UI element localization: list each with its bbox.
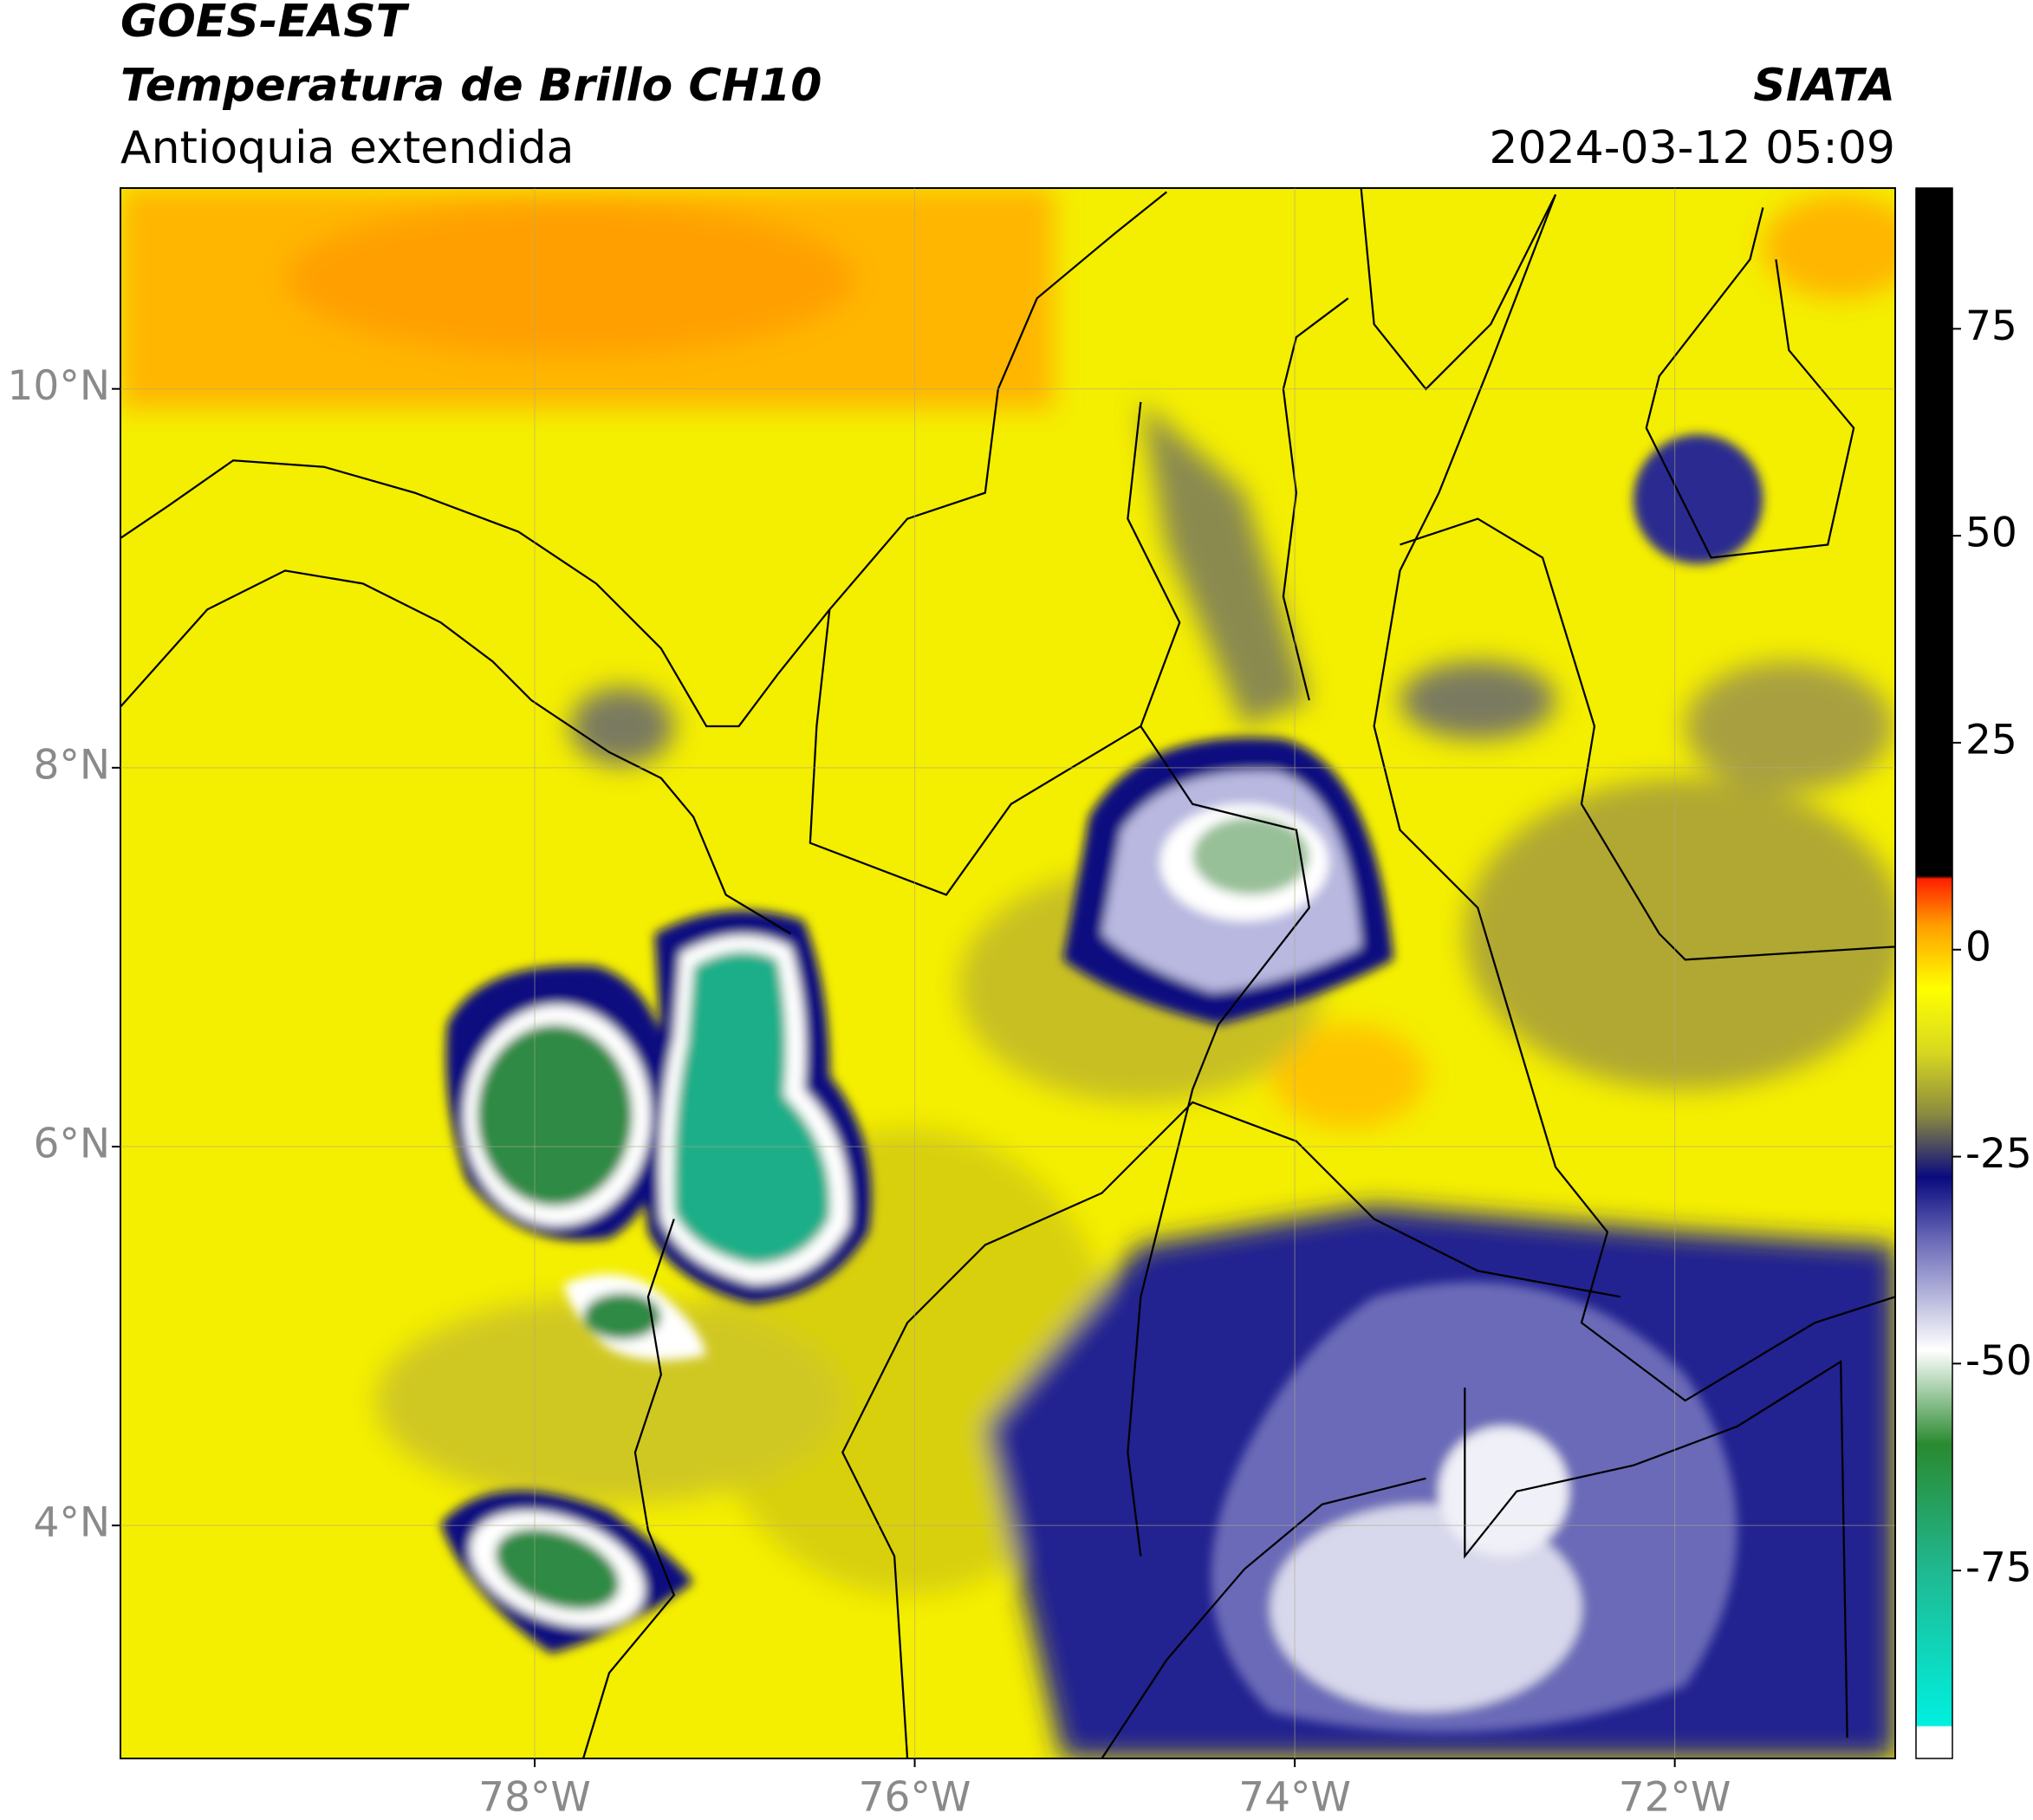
colorbar-tick-label: 50 bbox=[1965, 510, 2017, 557]
region: Antioquia extendida bbox=[120, 122, 575, 174]
map-image bbox=[120, 188, 1895, 1758]
x-tick-label: 76°W bbox=[859, 1774, 971, 1820]
datetime: 2024-03-12 05:09 bbox=[1489, 122, 1895, 174]
y-tick-label: 10°N bbox=[8, 362, 110, 410]
colorbar-tick-label: 75 bbox=[1965, 302, 2017, 350]
colorbar-tick-label: -50 bbox=[1965, 1337, 2032, 1385]
y-tick-label: 6°N bbox=[33, 1120, 110, 1167]
source: SIATA bbox=[1753, 60, 1895, 112]
colorbar-tick-label: 0 bbox=[1965, 923, 1991, 971]
x-tick-label: 78°W bbox=[478, 1774, 591, 1820]
colorbar bbox=[1915, 187, 1953, 1759]
colorbar-tick-label: -75 bbox=[1965, 1544, 2032, 1592]
y-tick-label: 4°N bbox=[33, 1499, 110, 1547]
grid bbox=[120, 188, 1895, 1758]
y-tick-label: 8°N bbox=[33, 741, 110, 789]
colorbar-tick-label: 25 bbox=[1965, 716, 2017, 764]
colorbar-tick-label: -25 bbox=[1965, 1130, 2032, 1178]
x-tick-label: 72°W bbox=[1619, 1774, 1731, 1820]
map-frame bbox=[120, 187, 1896, 1759]
x-tick-label: 74°W bbox=[1238, 1774, 1351, 1820]
title: GOES-EAST bbox=[120, 0, 410, 48]
subtitle: Temperatura de Brillo CH10 bbox=[120, 60, 822, 112]
